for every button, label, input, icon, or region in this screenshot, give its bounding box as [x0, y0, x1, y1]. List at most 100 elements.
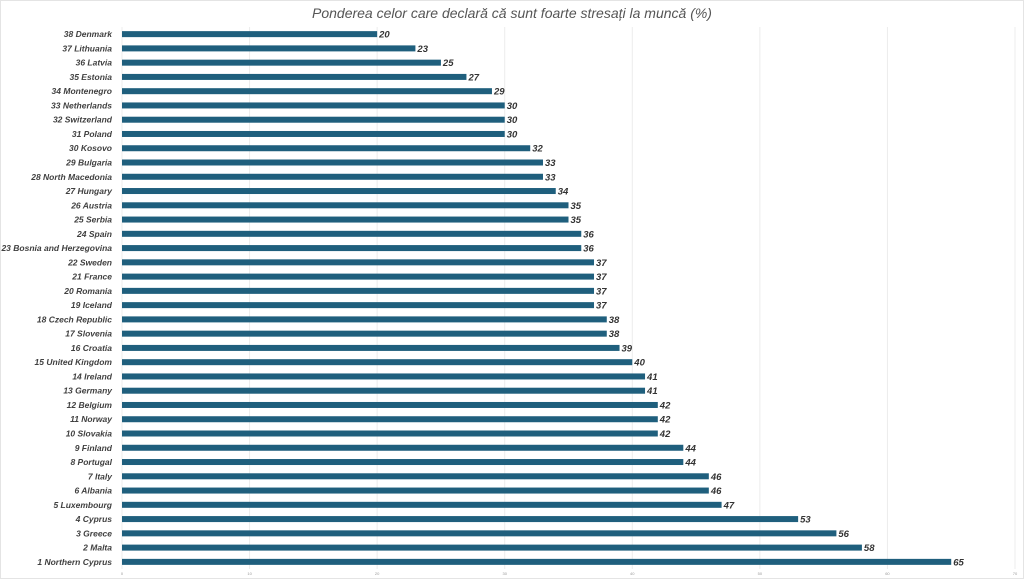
bar [122, 130, 505, 137]
category-label: 1 Northern Cyprus [37, 557, 112, 567]
bar [122, 188, 556, 195]
data-label: 37 [596, 301, 607, 312]
data-label: 30 [507, 129, 518, 140]
data-label: 37 [596, 286, 607, 297]
category-label: 22 Sweden [67, 257, 112, 267]
data-label: 39 [622, 343, 633, 354]
bar [122, 430, 658, 437]
x-tick-label: 10 [247, 571, 252, 576]
chart-title: Ponderea celor care declară că sunt foar… [312, 5, 712, 21]
bar [122, 316, 607, 323]
data-label: 36 [583, 229, 594, 240]
bar [122, 73, 467, 80]
category-label: 8 Portugal [70, 457, 112, 467]
category-label: 27 Hungary [65, 186, 114, 196]
category-label: 11 Norway [70, 414, 113, 424]
category-label: 9 Finland [75, 443, 113, 453]
bar [122, 45, 416, 52]
bar [122, 401, 658, 408]
data-label: 42 [659, 415, 671, 426]
data-label: 37 [596, 258, 607, 269]
bar [122, 145, 531, 152]
data-label: 32 [532, 144, 543, 155]
bar [122, 230, 582, 237]
bar [122, 516, 799, 523]
category-label: 17 Slovenia [65, 329, 112, 339]
data-label: 27 [467, 72, 479, 83]
bar [122, 59, 441, 66]
data-label: 41 [646, 372, 658, 383]
bars: 38 Denmark 20 37 Lithuania 23 36 Latvia 25 35 … [0, 29, 964, 568]
data-label: 42 [659, 429, 671, 440]
data-label: 65 [953, 557, 964, 568]
category-label: 29 Bulgaria [65, 158, 112, 168]
category-label: 30 Kosovo [69, 143, 112, 153]
category-label: 37 Lithuania [62, 43, 112, 53]
bar [122, 31, 378, 38]
bar [122, 159, 543, 166]
bar [122, 344, 620, 351]
data-label: 25 [442, 58, 454, 69]
bar [122, 245, 582, 252]
bar [122, 373, 646, 380]
category-label: 19 Iceland [71, 300, 113, 310]
category-label: 33 Netherlands [51, 100, 112, 110]
data-label: 41 [646, 386, 658, 397]
category-label: 10 Slovakia [66, 429, 113, 439]
bar [122, 359, 633, 366]
category-label: 14 Ireland [72, 371, 112, 381]
bar [122, 387, 646, 394]
bar [122, 416, 658, 423]
category-label: 15 United Kingdom [35, 357, 113, 367]
bar [122, 558, 952, 565]
bar [122, 330, 607, 337]
bar [122, 88, 492, 95]
category-label: 26 Austria [70, 200, 112, 210]
data-label: 46 [710, 472, 722, 483]
x-tick-label: 60 [885, 571, 890, 576]
data-label: 38 [609, 315, 620, 326]
x-axis: 0 10 20 30 40 50 60 70 [121, 571, 1018, 576]
bar [122, 459, 684, 466]
data-label: 40 [633, 358, 645, 369]
data-label: 56 [838, 529, 849, 540]
data-label: 37 [596, 272, 607, 283]
data-label: 44 [684, 458, 696, 469]
category-label: 18 Czech Republic [37, 314, 112, 324]
data-label: 20 [378, 30, 390, 41]
data-label: 29 [493, 87, 505, 98]
category-label: 21 France [71, 272, 112, 282]
bar [122, 173, 543, 180]
category-label: 25 Serbia [73, 215, 112, 225]
category-label: 12 Belgium [67, 400, 113, 410]
category-label: 5 Luxembourg [53, 500, 112, 510]
data-label: 36 [583, 244, 594, 255]
category-label: 20 Romania [63, 286, 112, 296]
data-label: 33 [545, 158, 556, 169]
category-label: 23 Bosnia and Herzegovina [0, 243, 112, 253]
bar [122, 116, 505, 123]
category-label: 7 Italy [88, 471, 113, 481]
bar [122, 259, 595, 266]
category-label: 34 Montenegro [52, 86, 112, 96]
bar [122, 544, 862, 551]
x-tick-label: 40 [630, 571, 635, 576]
bar [122, 216, 569, 223]
data-label: 47 [723, 500, 735, 511]
bar [122, 102, 505, 109]
x-tick-label: 30 [502, 571, 507, 576]
category-label: 13 Germany [63, 386, 113, 396]
bar [122, 530, 837, 537]
data-label: 23 [416, 44, 428, 55]
data-label: 46 [710, 486, 722, 497]
category-label: 16 Croatia [71, 343, 112, 353]
data-label: 33 [545, 172, 556, 183]
data-label: 58 [864, 543, 875, 554]
x-tick-label: 0 [121, 571, 124, 576]
data-label: 44 [684, 443, 696, 454]
bar [122, 273, 595, 280]
category-label: 4 Cyprus [75, 514, 113, 524]
category-label: 38 Denmark [64, 29, 113, 39]
x-tick-label: 20 [375, 571, 380, 576]
